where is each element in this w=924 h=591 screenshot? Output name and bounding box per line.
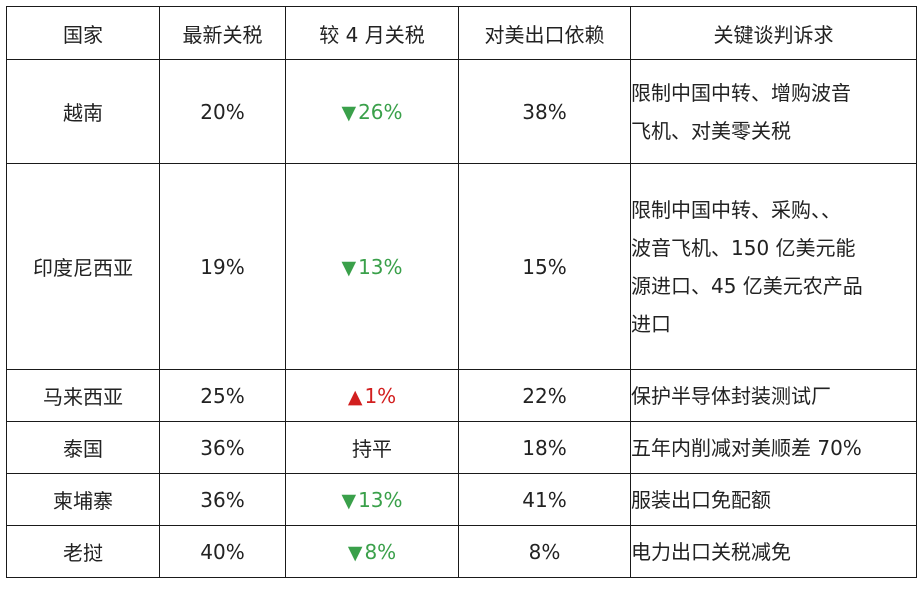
- header-row: 国家 最新关税 较 4 月关税 对美出口依赖 关键谈判诉求: [6, 6, 917, 60]
- dependency-cell: 38%: [458, 59, 631, 164]
- change-cell: ▲ 1%: [285, 369, 459, 422]
- demand-line: 五年内削减对美顺差 70%: [631, 435, 862, 460]
- demand-line: 波音飞机、150 亿美元能: [631, 235, 856, 260]
- header-change-vs-april: 较 4 月关税: [285, 6, 459, 60]
- change-value: 13%: [358, 254, 403, 279]
- dependency-cell: 18%: [458, 421, 631, 474]
- country-cell: 柬埔寨: [6, 473, 160, 526]
- dependency-cell: 22%: [458, 369, 631, 422]
- demand-line: 限制中国中转、增购波音: [631, 80, 851, 105]
- header-us-export-dependency: 对美出口依赖: [458, 6, 631, 60]
- down-arrow-icon: ▼: [341, 101, 357, 124]
- demand-line: 进口: [631, 311, 671, 336]
- change-value: 13%: [358, 487, 403, 512]
- change-cell: ▼ 8%: [285, 525, 459, 578]
- tariff-cell: 40%: [159, 525, 286, 578]
- dependency-cell: 41%: [458, 473, 631, 526]
- header-key-demands: 关键谈判诉求: [630, 6, 917, 60]
- table-row: 柬埔寨 36% ▼ 13% 41% 服装出口免配额: [6, 473, 917, 526]
- demand-cell: 电力出口关税减免: [630, 525, 917, 578]
- country-cell: 印度尼西亚: [6, 163, 160, 370]
- tariff-cell: 19%: [159, 163, 286, 370]
- down-arrow-icon: ▼: [347, 541, 363, 564]
- change-value: 8%: [364, 539, 397, 564]
- up-arrow-icon: ▲: [347, 385, 363, 408]
- change-value: 26%: [358, 99, 403, 124]
- demand-cell: 五年内削减对美顺差 70%: [630, 421, 917, 474]
- demand-line: 源进口、45 亿美元农产品: [631, 273, 863, 298]
- demand-line: 限制中国中转、采购、、: [631, 197, 841, 222]
- table-row: 泰国 36% 持平 18% 五年内削减对美顺差 70%: [6, 421, 917, 474]
- demand-cell: 服装出口免配额: [630, 473, 917, 526]
- tariff-table: 国家 最新关税 较 4 月关税 对美出口依赖 关键谈判诉求 越南 20% ▼ 26…: [6, 6, 917, 578]
- demand-cell: 限制中国中转、采购、、 波音飞机、150 亿美元能 源进口、45 亿美元农产品 进口: [630, 163, 917, 370]
- change-cell: 持平: [285, 421, 459, 474]
- demand-cell: 限制中国中转、增购波音 飞机、对美零关税: [630, 59, 917, 164]
- tariff-cell: 36%: [159, 473, 286, 526]
- table-row: 马来西亚 25% ▲ 1% 22% 保护半导体封装测试厂: [6, 369, 917, 422]
- country-cell: 越南: [6, 59, 160, 164]
- country-cell: 老挝: [6, 525, 160, 578]
- header-country: 国家: [6, 6, 160, 60]
- dependency-cell: 8%: [458, 525, 631, 578]
- change-cell: ▼ 26%: [285, 59, 459, 164]
- country-cell: 马来西亚: [6, 369, 160, 422]
- country-cell: 泰国: [6, 421, 160, 474]
- header-latest-tariff: 最新关税: [159, 6, 286, 60]
- change-cell: ▼ 13%: [285, 163, 459, 370]
- demand-line: 服装出口免配额: [631, 487, 771, 512]
- table-row: 越南 20% ▼ 26% 38% 限制中国中转、增购波音 飞机、对美零关税: [6, 59, 917, 164]
- table-row: 印度尼西亚 19% ▼ 13% 15% 限制中国中转、采购、、 波音飞机、150 亿…: [6, 163, 917, 370]
- tariff-cell: 36%: [159, 421, 286, 474]
- demand-cell: 保护半导体封装测试厂: [630, 369, 917, 422]
- down-arrow-icon: ▼: [341, 256, 357, 279]
- tariff-cell: 20%: [159, 59, 286, 164]
- demand-line: 电力出口关税减免: [631, 539, 791, 564]
- demand-line: 保护半导体封装测试厂: [631, 383, 831, 408]
- demand-line: 飞机、对美零关税: [631, 118, 791, 143]
- table-row: 老挝 40% ▼ 8% 8% 电力出口关税减免: [6, 525, 917, 578]
- tariff-cell: 25%: [159, 369, 286, 422]
- change-cell: ▼ 13%: [285, 473, 459, 526]
- dependency-cell: 15%: [458, 163, 631, 370]
- down-arrow-icon: ▼: [341, 489, 357, 512]
- change-value: 持平: [352, 437, 392, 461]
- change-value: 1%: [364, 383, 397, 408]
